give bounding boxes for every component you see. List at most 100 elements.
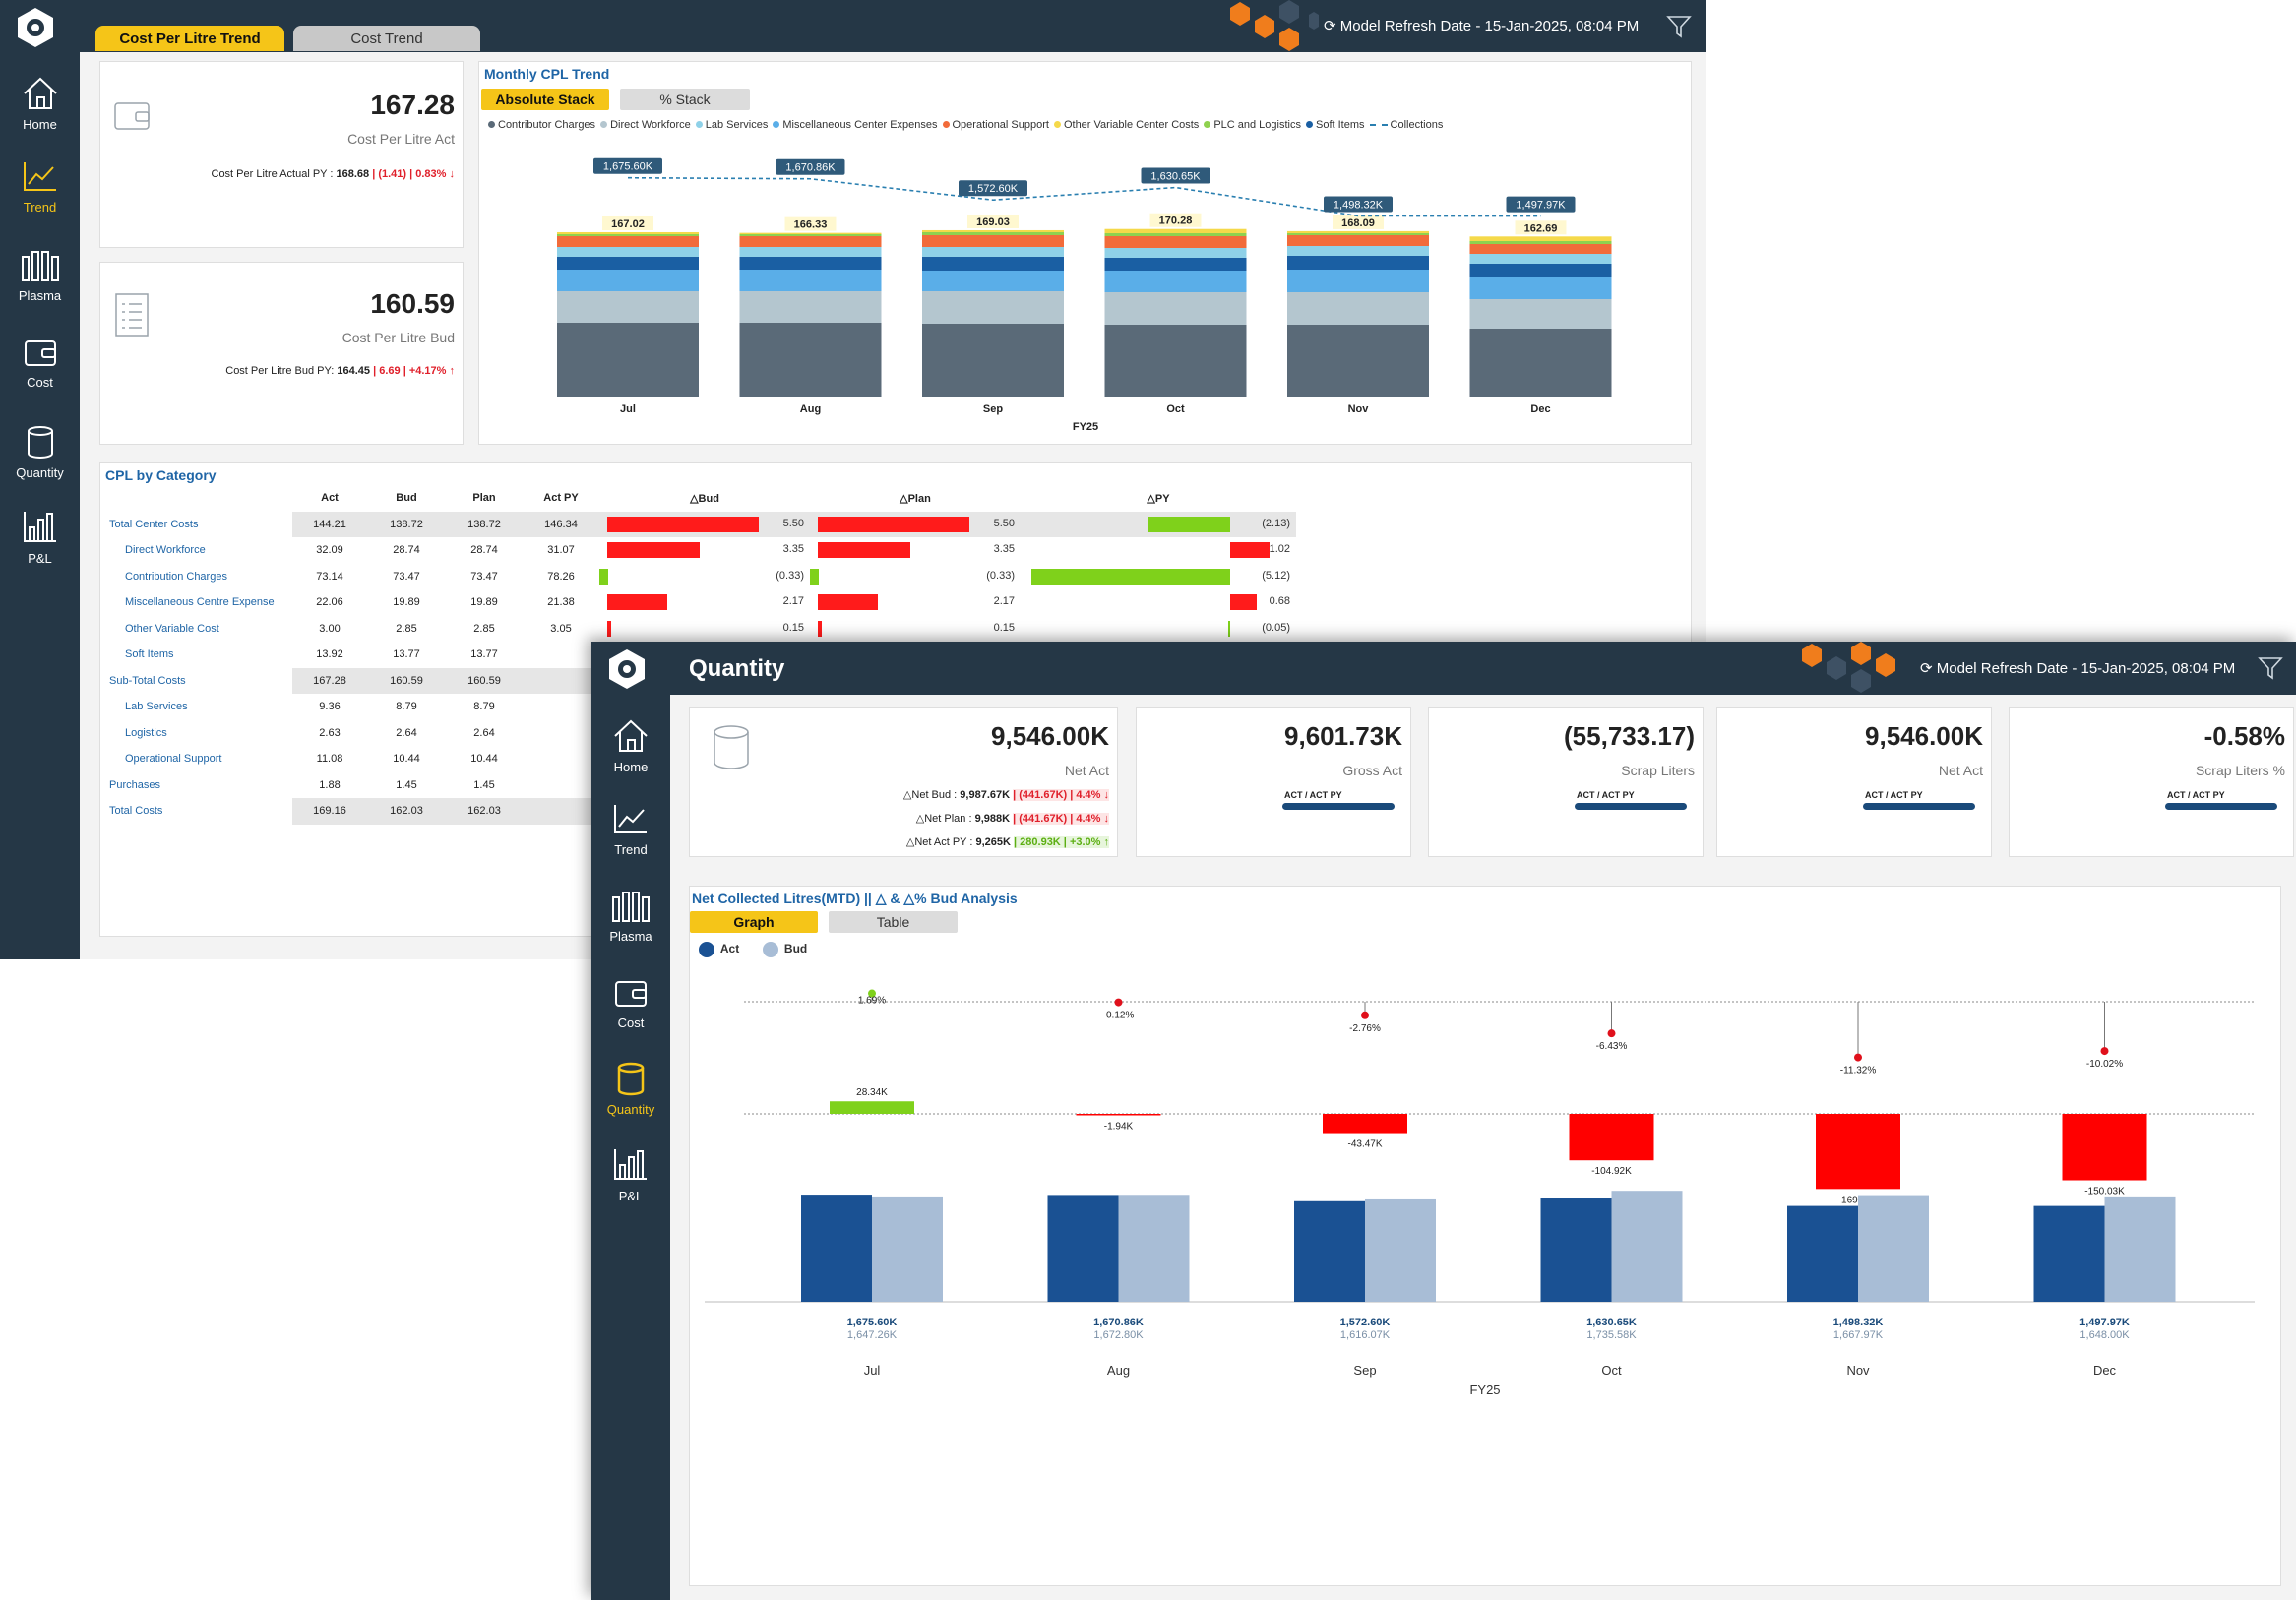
table-row[interactable]: Logistics 2.63 2.64 2.64 xyxy=(105,720,1296,747)
legend-label: Contributor Charges xyxy=(498,119,596,131)
cell-act: 169.16 xyxy=(292,798,367,825)
cell-py xyxy=(523,772,599,799)
cell-plan: 28.74 xyxy=(470,544,498,557)
stack-segment xyxy=(1469,299,1612,329)
cell-plan: 8.79 xyxy=(473,701,495,713)
table-row[interactable]: Contribution Charges 73.14 73.47 73.47 78.26… xyxy=(105,564,1296,590)
cell-plan: 19.89 xyxy=(470,596,498,609)
delta-bar xyxy=(599,568,609,585)
nav-home[interactable]: Home xyxy=(0,74,80,132)
total-label-bg xyxy=(784,216,837,231)
kpi-bar-label: ACT / ACT PY xyxy=(1577,790,1635,800)
total-label: 166.33 xyxy=(794,219,828,231)
table-row[interactable]: Operational Support 11.08 10.44 10.44 xyxy=(105,746,1296,772)
nav-pnl-label: P&L xyxy=(618,1189,644,1203)
wallet-icon xyxy=(24,340,56,366)
header-cell xyxy=(105,485,292,512)
nav-trend[interactable]: Trend xyxy=(0,158,80,215)
table-row[interactable]: Total Center Costs 144.21 138.72 138.72 146.… xyxy=(105,511,1296,537)
kpi-progress-bar xyxy=(1863,803,1975,810)
nav-home[interactable]: Home xyxy=(591,716,670,774)
nav-plasma[interactable]: Plasma xyxy=(591,888,670,944)
nav-cost[interactable]: Cost xyxy=(0,336,80,390)
nav-pnl[interactable]: P&L xyxy=(591,1145,670,1203)
bud-value-label: 1,667.97K xyxy=(1833,1329,1884,1341)
legend-bud-label: Bud xyxy=(783,942,808,956)
x-tick-label: Aug xyxy=(800,403,821,415)
cell-plan: 160.59 xyxy=(446,667,523,694)
filter-icon[interactable] xyxy=(2258,655,2283,681)
nav-plasma[interactable]: Plasma xyxy=(0,247,80,303)
row-name[interactable]: Purchases xyxy=(109,778,160,791)
x-tick-label: Dec xyxy=(1530,403,1550,415)
kpi-sub-delta: | (1.41) | 0.83% ↓ xyxy=(372,168,455,180)
stack-segment xyxy=(1104,325,1247,397)
kpi-progress-bar xyxy=(2165,803,2277,810)
row-name[interactable]: Soft Items xyxy=(125,648,174,661)
delta-bar xyxy=(1816,1114,1900,1190)
percent-stack-button[interactable]: % Stack xyxy=(620,89,750,110)
stack-segment xyxy=(557,231,699,234)
stack-segment xyxy=(1287,230,1429,233)
kpi-value: 9,546.00K xyxy=(1865,721,1983,751)
row-name[interactable]: Other Variable Cost xyxy=(125,622,219,635)
row-name[interactable]: Total Costs xyxy=(109,805,163,818)
tab-cost-per-litre-trend[interactable]: Cost Per Litre Trend xyxy=(95,26,284,51)
table-row[interactable]: Direct Workforce 32.09 28.74 28.74 31.07 3.35… xyxy=(105,537,1296,564)
nav-quantity-label: Quantity xyxy=(606,1102,655,1117)
nav-pnl[interactable]: P&L xyxy=(0,508,80,566)
nav-quantity[interactable]: Quantity xyxy=(0,424,80,480)
row-name[interactable]: Logistics xyxy=(125,726,167,739)
total-label-bg xyxy=(1333,215,1384,229)
delta-value: (0.33) xyxy=(776,569,804,582)
delta-value: 2.17 xyxy=(782,595,804,607)
kpi-bar-label: ACT / ACT PY xyxy=(1284,790,1342,800)
row-name[interactable]: Sub-Total Costs xyxy=(109,674,186,687)
table-row[interactable]: Soft Items 13.92 13.77 13.77 xyxy=(105,642,1296,668)
stack-segment xyxy=(1287,235,1429,246)
nav-cost[interactable]: Cost xyxy=(591,976,670,1030)
collections-label: 1,498.32K xyxy=(1334,199,1384,211)
cell-py xyxy=(523,798,599,825)
sub-value: 9,988K xyxy=(974,813,1011,825)
absolute-stack-button[interactable]: Absolute Stack xyxy=(481,89,609,110)
row-name[interactable]: Miscellaneous Centre Expense xyxy=(125,596,275,609)
legend-swatch xyxy=(1204,121,1211,128)
collections-label: 1,675.60K xyxy=(603,161,653,173)
graph-button[interactable]: Graph xyxy=(690,911,818,933)
legend-act-label: Act xyxy=(719,942,740,956)
pct-label: -10.02% xyxy=(2086,1059,2123,1070)
nav-home-label: Home xyxy=(23,117,57,132)
act-bar xyxy=(1540,1198,1612,1302)
table-row[interactable]: Other Variable Cost 3.00 2.85 2.85 3.05 0.15 0… xyxy=(105,616,1296,643)
sub-prefix: △Net Act PY : xyxy=(905,836,976,848)
model-refresh-text: ⟳ Model Refresh Date - 15-Jan-2025, 08:0… xyxy=(1920,659,2235,677)
row-name[interactable]: Direct Workforce xyxy=(125,544,206,557)
refresh-date: Model Refresh Date - 15-Jan-2025, 08:04 … xyxy=(1936,660,2236,677)
stack-segment xyxy=(1469,236,1612,241)
table-button[interactable]: Table xyxy=(829,911,958,933)
row-name[interactable]: Contribution Charges xyxy=(125,570,227,583)
table-row[interactable]: Miscellaneous Centre Expense 22.06 19.89 19… xyxy=(105,589,1296,616)
chart-legend: Contributor Charges Direct Workforce Lab S… xyxy=(483,119,1443,131)
delta-value: (2.13) xyxy=(1262,517,1290,529)
row-name[interactable]: Total Center Costs xyxy=(109,518,199,530)
table-row[interactable]: Purchases 1.88 1.45 1.45 xyxy=(105,772,1296,799)
nav-trend[interactable]: Trend xyxy=(591,801,670,857)
kpi-sub-prefix: Cost Per Litre Bud PY: xyxy=(225,365,338,377)
delta-bar-cell: 2.17 xyxy=(810,589,1021,616)
side-nav: Home Trend Plasma Cost Quantity P&L xyxy=(591,695,670,1600)
nav-quantity[interactable]: Quantity xyxy=(591,1061,670,1117)
bud-bar xyxy=(1118,1195,1190,1302)
wallet-icon xyxy=(615,981,647,1007)
delta-bar xyxy=(1031,568,1230,585)
delta-bar xyxy=(818,594,878,610)
total-label: 169.03 xyxy=(976,216,1010,228)
row-name[interactable]: Operational Support xyxy=(125,753,222,766)
total-label: 168.09 xyxy=(1341,217,1375,229)
tab-cost-trend[interactable]: Cost Trend xyxy=(293,26,480,51)
stack-segment xyxy=(1287,233,1429,235)
table-row[interactable]: Lab Services 9.36 8.79 8.79 xyxy=(105,694,1296,720)
filter-icon[interactable] xyxy=(1666,14,1692,39)
row-name[interactable]: Lab Services xyxy=(125,701,188,713)
